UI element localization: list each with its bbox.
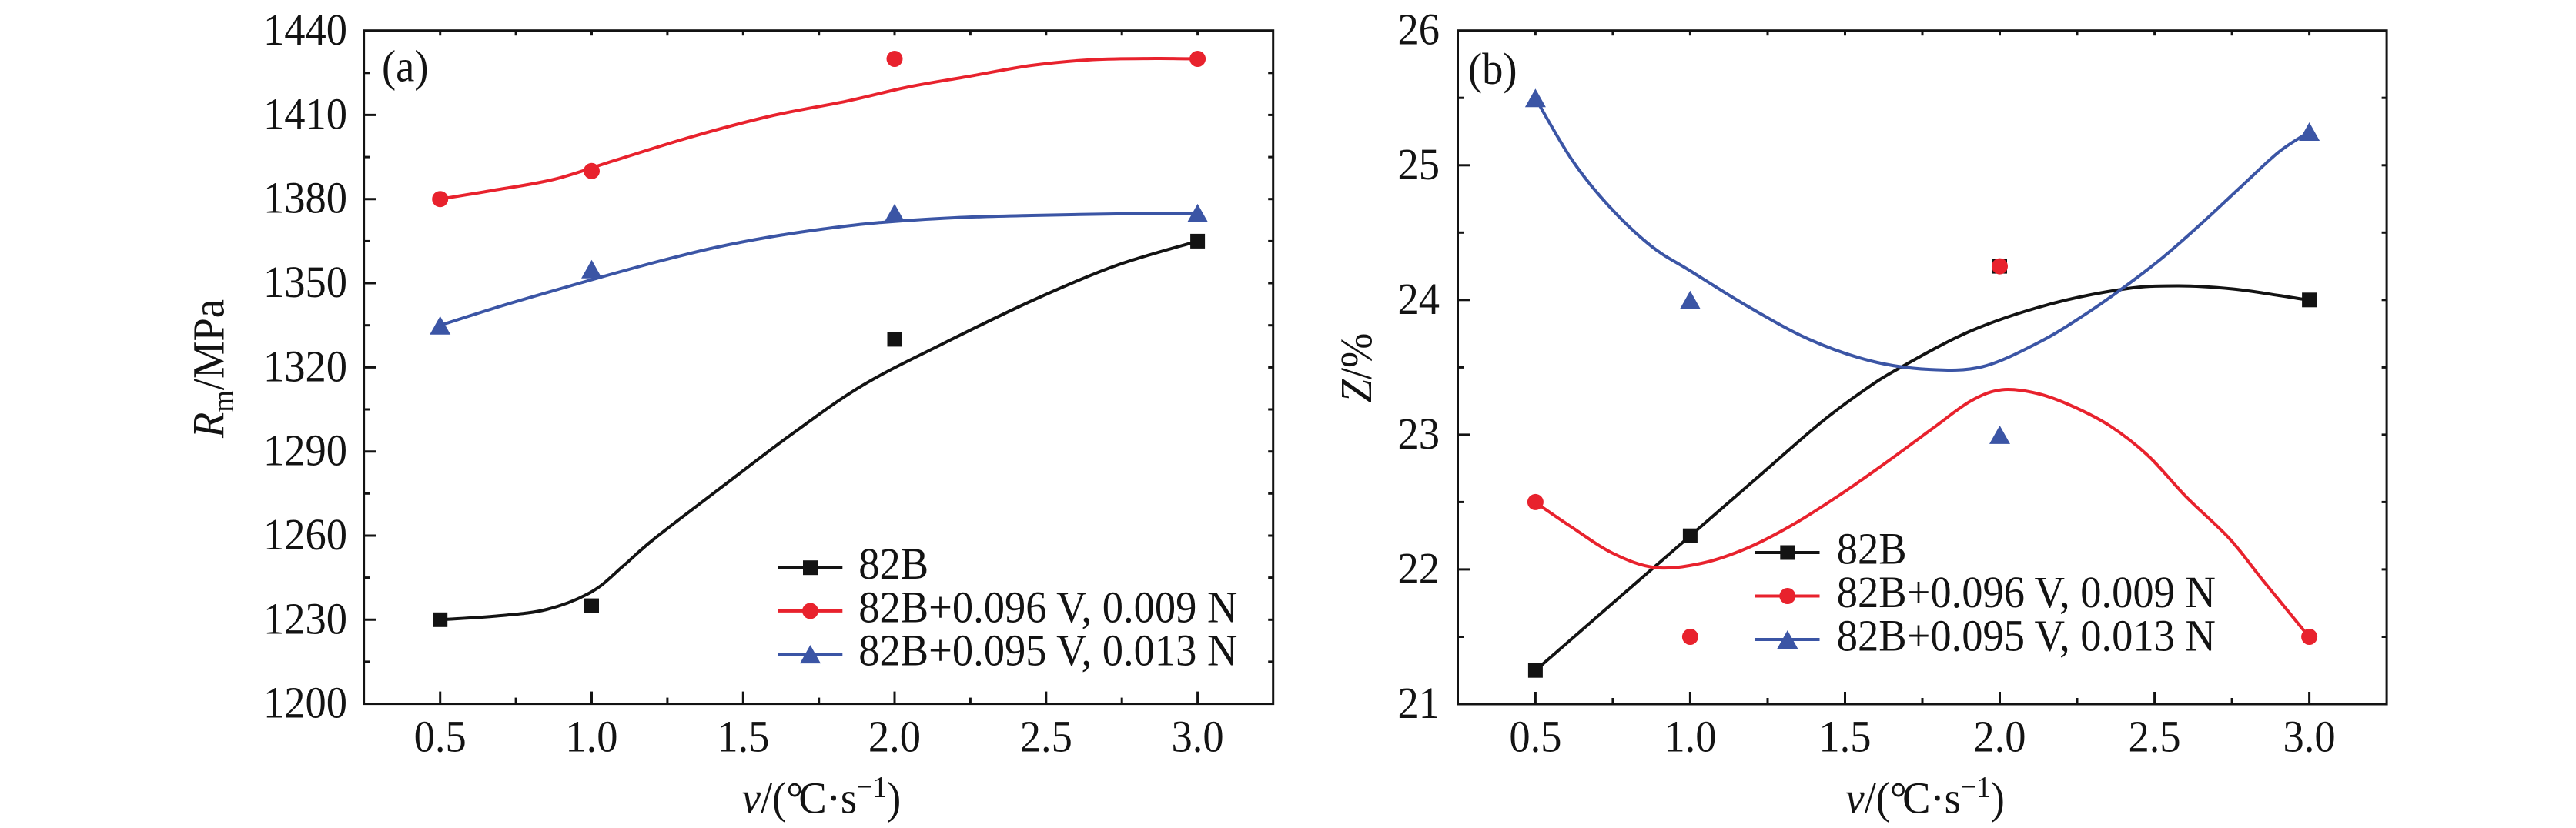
svg-text:0.5: 0.5 (1509, 713, 1561, 762)
svg-text:82B+0.096 V, 0.009 N: 82B+0.096 V, 0.009 N (858, 583, 1237, 633)
svg-text:Rm/MPa: Rm/MPa (185, 299, 240, 439)
svg-text:21: 21 (1398, 679, 1440, 729)
svg-text:26: 26 (1398, 5, 1440, 55)
svg-text:1.0: 1.0 (565, 713, 617, 762)
svg-text:82B: 82B (1837, 525, 1907, 574)
svg-text:1320: 1320 (263, 342, 347, 392)
svg-text:1440: 1440 (263, 6, 347, 55)
svg-text:1350: 1350 (263, 259, 347, 308)
svg-text:3.0: 3.0 (1172, 713, 1224, 762)
svg-text:2.0: 2.0 (1973, 713, 2026, 762)
svg-text:24: 24 (1398, 275, 1440, 324)
svg-text:1230: 1230 (263, 595, 347, 644)
svg-text:23: 23 (1398, 409, 1440, 459)
svg-text:1380: 1380 (263, 174, 347, 223)
svg-text:22: 22 (1398, 544, 1440, 593)
svg-text:(a): (a) (382, 42, 428, 92)
svg-text:2.5: 2.5 (1020, 713, 1072, 762)
svg-text:v/(°C·s−1): v/(°C·s−1) (1845, 770, 2005, 823)
svg-text:0.5: 0.5 (414, 713, 467, 762)
svg-text:Z/%: Z/% (1333, 333, 1382, 403)
svg-text:1410: 1410 (263, 90, 347, 139)
svg-text:3.0: 3.0 (2283, 713, 2336, 762)
svg-text:82B+0.096 V, 0.009 N: 82B+0.096 V, 0.009 N (1837, 569, 2216, 618)
svg-text:2.5: 2.5 (2129, 713, 2181, 762)
svg-text:1.0: 1.0 (1664, 713, 1716, 762)
svg-text:(b): (b) (1468, 45, 1517, 95)
svg-text:82B+0.095 V, 0.013 N: 82B+0.095 V, 0.013 N (858, 626, 1237, 676)
svg-text:2.0: 2.0 (868, 713, 921, 762)
svg-text:82B+0.095 V, 0.013 N: 82B+0.095 V, 0.013 N (1837, 612, 2216, 661)
svg-text:1.5: 1.5 (1818, 713, 1871, 762)
svg-text:25: 25 (1398, 140, 1440, 189)
svg-text:82B: 82B (858, 540, 928, 589)
svg-text:1260: 1260 (263, 511, 347, 560)
svg-text:v/(°C·s−1): v/(°C·s−1) (742, 770, 902, 823)
svg-text:1200: 1200 (263, 679, 347, 728)
svg-text:1290: 1290 (263, 426, 347, 476)
svg-text:1.5: 1.5 (717, 713, 769, 762)
